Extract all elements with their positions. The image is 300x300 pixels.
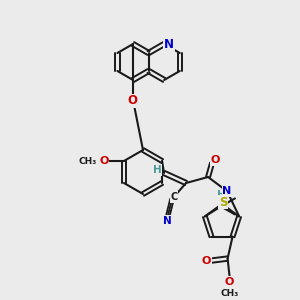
Text: O: O [127, 94, 137, 107]
Text: N: N [163, 216, 171, 226]
Text: O: O [99, 156, 109, 166]
Text: S: S [219, 196, 227, 208]
Text: N: N [222, 186, 232, 196]
Text: H: H [217, 190, 225, 200]
Text: O: O [225, 277, 234, 286]
Text: CH₃: CH₃ [220, 289, 239, 298]
Text: H: H [153, 165, 161, 175]
Text: O: O [202, 256, 211, 266]
Text: N: N [164, 38, 174, 52]
Text: CH₃: CH₃ [79, 157, 97, 166]
Text: O: O [210, 155, 220, 165]
Text: C: C [170, 192, 178, 202]
